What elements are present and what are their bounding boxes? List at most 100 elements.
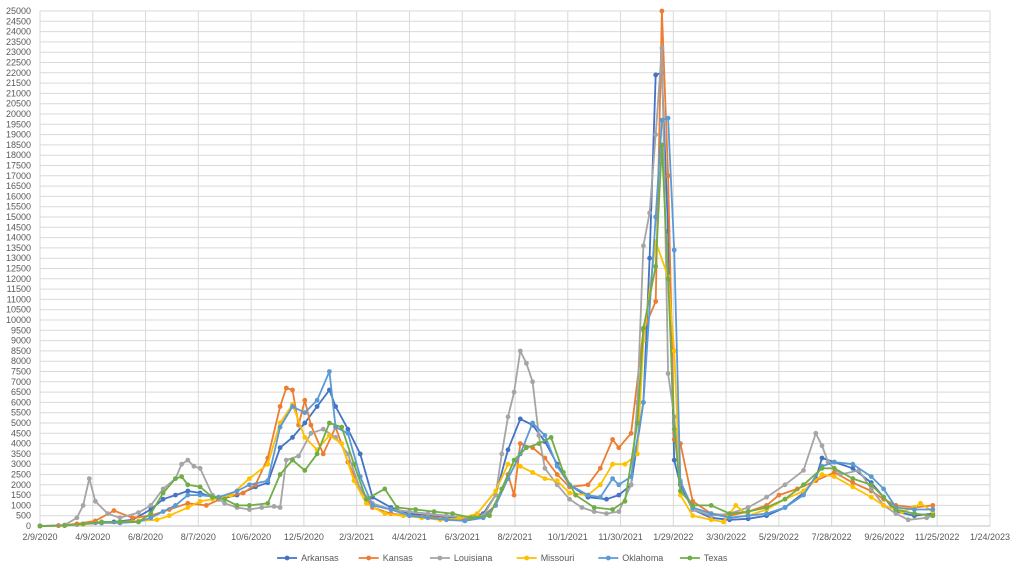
x-tick-label: 1/29/2022 [653, 532, 693, 542]
data-point-missouri [881, 503, 886, 508]
data-point-arkansas [333, 404, 338, 409]
data-point-louisiana [868, 486, 874, 492]
data-point-louisiana [591, 509, 597, 514]
data-point-missouri [690, 513, 696, 519]
data-point-texas [524, 445, 529, 451]
data-point-louisiana [136, 510, 141, 515]
legend-item-missouri: Missouri [516, 553, 574, 563]
x-tick-label: 8/2/2021 [497, 532, 532, 542]
data-point-louisiana [782, 482, 788, 488]
data-point-texas [868, 482, 874, 488]
data-point-texas [247, 503, 252, 508]
data-point-kansas [610, 437, 615, 442]
data-point-missouri [530, 470, 535, 475]
y-tick-label: 19500 [6, 119, 31, 129]
data-point-oklahoma [881, 486, 886, 492]
data-point-texas [265, 500, 271, 506]
data-point-texas [930, 513, 936, 519]
data-point-oklahoma [665, 115, 671, 121]
data-point-oklahoma [247, 482, 252, 488]
data-point-oklahoma [173, 503, 178, 508]
data-point-texas [912, 511, 917, 516]
data-point-missouri [327, 433, 332, 438]
data-point-louisiana [530, 379, 535, 385]
data-point-texas [339, 424, 345, 430]
y-tick-label: 21500 [6, 78, 31, 88]
data-point-oklahoma [653, 214, 659, 220]
data-point-arkansas [517, 416, 523, 422]
data-point-texas [819, 465, 825, 471]
x-tick-label: 12/5/2020 [284, 532, 324, 542]
data-point-louisiana [647, 210, 652, 216]
data-point-missouri [542, 476, 548, 481]
x-tick-label: 4/9/2020 [75, 532, 110, 542]
y-tick-label: 11500 [7, 284, 31, 294]
data-point-louisiana [86, 476, 92, 481]
y-tick-label: 8500 [11, 346, 31, 356]
x-tick-label: 2/3/2021 [339, 532, 374, 542]
data-point-oklahoma [554, 463, 560, 469]
y-tick-label: 9500 [11, 325, 31, 335]
x-tick-label: 4/4/2021 [392, 532, 427, 542]
data-point-oklahoma [425, 515, 431, 521]
y-tick-label: 20000 [6, 109, 31, 119]
data-point-missouri [517, 463, 523, 469]
y-tick-label: 13000 [6, 253, 31, 263]
y-tick-label: 5000 [11, 418, 31, 428]
legend-item-texas: Texas [679, 553, 728, 563]
y-tick-label: 4500 [11, 428, 31, 438]
data-point-louisiana [604, 511, 609, 516]
y-tick-label: 24500 [6, 16, 31, 26]
data-point-oklahoma [764, 511, 769, 516]
data-point-kansas [554, 472, 560, 477]
y-tick-label: 7500 [11, 367, 31, 377]
data-point-texas [536, 441, 542, 446]
legend-item-oklahoma: Oklahoma [598, 553, 663, 563]
data-point-oklahoma [160, 509, 166, 514]
data-point-texas [468, 515, 474, 521]
data-point-kansas [302, 397, 308, 403]
data-point-oklahoma [659, 117, 665, 123]
data-point-louisiana [283, 457, 289, 463]
data-point-missouri [185, 505, 191, 510]
data-point-texas [634, 420, 640, 426]
data-point-texas [671, 426, 677, 432]
data-point-kansas [308, 422, 314, 428]
data-point-texas [99, 519, 104, 525]
data-point-louisiana [160, 486, 166, 492]
data-point-oklahoma [585, 492, 591, 498]
data-point-texas [382, 486, 388, 492]
y-tick-label: 14500 [6, 222, 31, 232]
data-point-louisiana [511, 389, 517, 395]
data-point-oklahoma [265, 478, 271, 484]
data-point-oklahoma [314, 397, 320, 403]
y-tick-label: 8000 [11, 356, 31, 366]
data-point-oklahoma [277, 424, 283, 430]
data-point-arkansas [160, 496, 166, 502]
data-point-oklahoma [801, 492, 806, 498]
data-point-arkansas [616, 492, 622, 498]
data-point-oklahoma [868, 474, 874, 479]
data-point-oklahoma [782, 505, 788, 510]
legend: Arkansas Kansas Louisiana Missouri Oklahoma T… [277, 553, 728, 563]
x-tick-label: 1/24/2023 [970, 532, 1010, 542]
data-point-louisiana [259, 505, 265, 510]
data-point-texas [277, 472, 283, 477]
data-point-missouri [166, 513, 172, 519]
data-point-louisiana [197, 465, 203, 471]
data-point-missouri [197, 498, 203, 504]
data-point-oklahoma [302, 410, 308, 416]
data-point-oklahoma [327, 369, 332, 374]
y-tick-label: 16000 [6, 191, 31, 201]
y-tick-label: 10500 [6, 305, 31, 315]
data-point-louisiana [517, 348, 523, 354]
data-point-texas [678, 488, 683, 494]
data-point-texas [413, 507, 418, 512]
data-point-louisiana [296, 453, 301, 459]
data-point-texas [801, 482, 806, 488]
data-point-texas [499, 486, 505, 492]
data-point-louisiana [505, 414, 511, 420]
series-line-texas [39, 144, 933, 527]
data-point-texas [561, 470, 566, 475]
data-point-louisiana [524, 360, 529, 366]
